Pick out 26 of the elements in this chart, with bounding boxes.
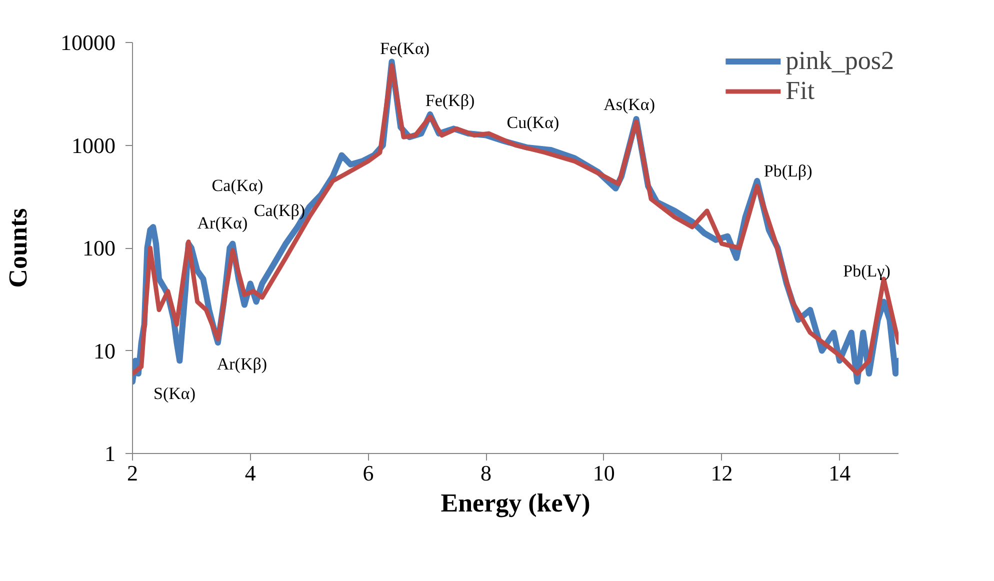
y-tick-label: 1 xyxy=(104,441,116,466)
x-tick-label: 10 xyxy=(592,460,615,486)
annotation: Cu(Kα) xyxy=(506,113,560,132)
annotation: Ca(Kβ) xyxy=(254,201,306,220)
x-tick-label: 4 xyxy=(244,460,256,486)
annotation: Ar(Kβ) xyxy=(216,354,268,374)
y-tick-label: 10000 xyxy=(60,30,116,55)
y-tick-label: 1000 xyxy=(72,132,116,158)
annotation: As(Kα) xyxy=(604,95,655,114)
x-tick-label: 14 xyxy=(828,460,851,486)
annotation: S(Kα) xyxy=(154,384,196,403)
annotation: Pb(Lγ) xyxy=(843,261,890,280)
y-axis-title: Counts xyxy=(4,208,32,288)
annotation: Fe(Kβ) xyxy=(425,91,475,110)
x-tick-label: 6 xyxy=(362,460,374,486)
y-tick-label: 10 xyxy=(94,338,116,364)
y-tick-label: 100 xyxy=(82,236,116,260)
annotation: Ca(Kα) xyxy=(212,176,264,195)
annotation: Ar(Kα) xyxy=(197,213,248,232)
x-tick-label: 12 xyxy=(710,460,733,486)
annotation: Pb(Lβ) xyxy=(764,162,812,181)
legend-label: Fit xyxy=(786,76,815,106)
legend-label: pink_pos2 xyxy=(786,46,894,76)
x-tick-label: 8 xyxy=(480,460,492,486)
x-tick-label: 2 xyxy=(127,460,138,486)
x-axis-title: Energy (keV) xyxy=(440,488,590,518)
